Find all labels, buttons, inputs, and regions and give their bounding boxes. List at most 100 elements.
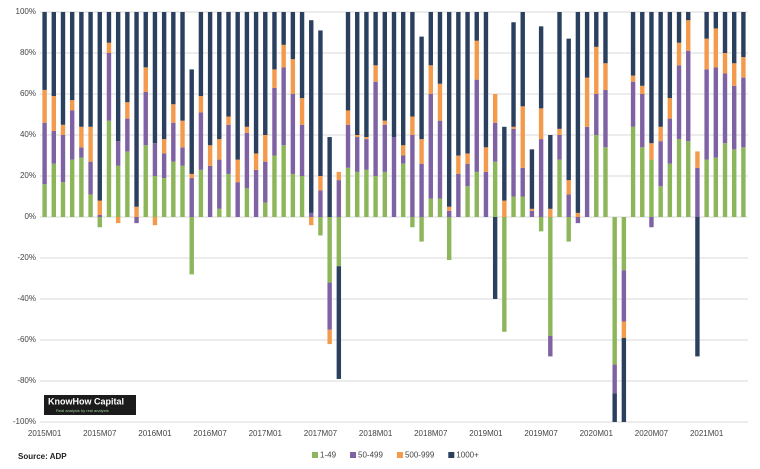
legend-label: 50-499 xyxy=(358,451,383,460)
bar-segment xyxy=(42,89,47,123)
bar-segment xyxy=(51,130,56,164)
legend-swatch xyxy=(312,452,318,458)
bar-segment xyxy=(492,122,498,162)
bar-segment xyxy=(483,171,489,217)
x-tick-label: 2017M01 xyxy=(249,429,283,438)
bar-segment xyxy=(198,112,204,170)
bar-segment xyxy=(382,12,388,121)
bar-segment xyxy=(253,12,259,154)
bar-segment xyxy=(97,12,102,201)
y-tick-label: 20% xyxy=(20,171,36,180)
bar-segment xyxy=(263,12,268,135)
bar-segment xyxy=(336,180,342,217)
bar-segment xyxy=(152,217,158,226)
bar-segment xyxy=(125,118,130,152)
bar-segment xyxy=(290,12,296,60)
bar-segment xyxy=(548,335,553,357)
bar-segment xyxy=(42,12,47,90)
bar-segment xyxy=(603,12,608,64)
logo-box xyxy=(44,395,136,415)
bar-segment xyxy=(171,104,176,123)
bar-segment xyxy=(704,159,709,217)
bar-segment xyxy=(79,147,84,158)
bar-segment xyxy=(456,12,461,156)
x-tick-label: 2017M07 xyxy=(304,429,338,438)
bar-segment xyxy=(60,135,66,183)
bar-segment xyxy=(69,100,75,111)
x-tick-label: 2016M07 xyxy=(193,429,227,438)
bar-segment xyxy=(667,98,673,119)
bar-segment xyxy=(272,69,277,88)
bar-segment xyxy=(115,141,121,166)
bar-segment xyxy=(686,50,691,142)
bar-segment xyxy=(327,282,332,330)
bar-segment xyxy=(318,176,323,191)
bar-segment xyxy=(336,217,342,267)
bar-segment xyxy=(400,155,406,164)
bar-segment xyxy=(364,12,369,138)
bar-segment xyxy=(584,126,590,217)
bar-segment xyxy=(88,126,93,162)
bar-segment xyxy=(152,143,158,176)
bar-segment xyxy=(180,147,185,166)
bar-segment xyxy=(686,12,691,21)
bar-segment xyxy=(548,208,553,217)
bar-segment xyxy=(529,208,535,211)
bar-segment xyxy=(676,139,682,217)
bar-segment xyxy=(318,190,323,217)
bar-segment xyxy=(511,196,516,217)
bar-segment xyxy=(502,200,507,217)
bar-segment xyxy=(134,206,139,217)
bar-segment xyxy=(272,155,277,217)
bar-segment xyxy=(355,12,360,135)
bar-segment xyxy=(640,147,645,217)
bar-segment xyxy=(60,124,66,135)
bar-segment xyxy=(226,173,231,217)
bar-segment xyxy=(511,22,516,127)
bar-segment xyxy=(428,12,433,66)
bar-segment xyxy=(382,124,388,172)
bar-segment xyxy=(584,12,590,78)
bar-segment xyxy=(640,12,645,86)
bar-segment xyxy=(244,12,250,127)
x-tick-label: 2015M07 xyxy=(83,429,117,438)
bar-segment xyxy=(419,36,424,140)
bar-segment xyxy=(382,171,388,217)
bar-segment xyxy=(428,94,433,199)
bar-segment xyxy=(327,137,332,217)
x-tick-label: 2018M01 xyxy=(359,429,393,438)
bar-segment xyxy=(115,12,121,142)
bar-segment xyxy=(299,124,305,176)
bar-segment xyxy=(152,176,158,217)
bar-segment xyxy=(263,161,268,203)
bar-segment xyxy=(492,217,498,299)
bar-segment xyxy=(207,145,213,166)
bar-segment xyxy=(253,153,259,170)
bar-segment xyxy=(217,208,222,217)
logo-name: KnowHow Capital xyxy=(48,396,124,406)
bar-segment xyxy=(713,12,719,29)
bar-segment xyxy=(649,159,654,217)
bar-segment xyxy=(520,12,525,107)
y-tick-label: -60% xyxy=(17,335,36,344)
y-tick-label: -40% xyxy=(17,294,36,303)
bar-segment xyxy=(612,364,617,394)
bar-segment xyxy=(281,44,286,68)
bar-segment xyxy=(410,12,415,117)
bar-segment xyxy=(235,12,240,160)
x-tick-label: 2019M07 xyxy=(524,429,558,438)
bar-segment xyxy=(437,120,443,199)
bar-segment xyxy=(189,217,194,275)
bar-segment xyxy=(51,163,56,217)
x-tick-label: 2018M07 xyxy=(414,429,448,438)
bar-segment xyxy=(502,126,507,201)
bar-segment xyxy=(327,329,332,345)
bar-segment xyxy=(143,12,148,68)
bar-segment xyxy=(419,217,424,242)
x-tick-label: 2020M01 xyxy=(580,429,614,438)
y-tick-label: -80% xyxy=(17,376,36,385)
bar-segment xyxy=(529,210,535,217)
bar-segment xyxy=(474,171,479,217)
bar-segment xyxy=(538,139,544,217)
bar-segment xyxy=(364,137,369,140)
